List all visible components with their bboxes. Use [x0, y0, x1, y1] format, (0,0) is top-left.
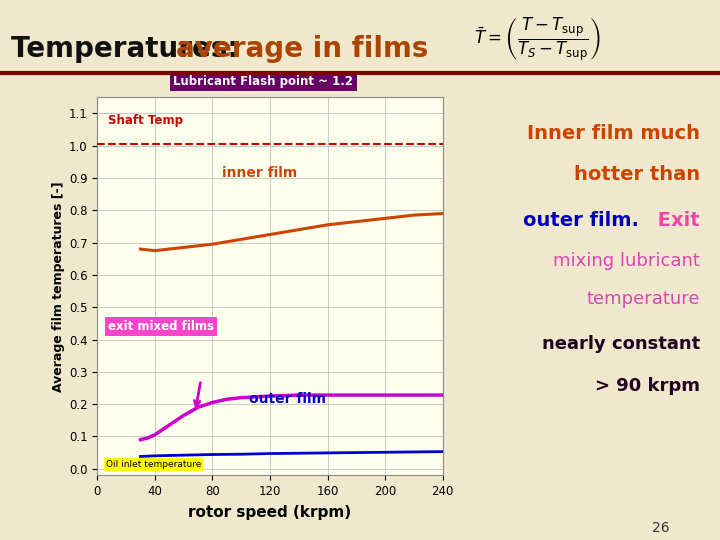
Text: nearly constant: nearly constant: [541, 335, 700, 353]
Text: $\bar{T} = \left(\dfrac{T - T_{\rm sup}}{T_S - T_{\rm sup}}\right)$: $\bar{T} = \left(\dfrac{T - T_{\rm sup}}…: [474, 16, 600, 63]
Text: 26: 26: [652, 521, 670, 535]
Text: exit mixed films: exit mixed films: [107, 320, 214, 333]
Text: mixing lubricant: mixing lubricant: [553, 252, 700, 270]
Text: temperature: temperature: [587, 290, 700, 308]
Text: Shaft Temp: Shaft Temp: [107, 114, 183, 127]
Text: Temperatures:: Temperatures:: [11, 35, 248, 63]
Text: Exit: Exit: [652, 211, 700, 229]
Text: outer film.: outer film.: [523, 211, 639, 229]
X-axis label: rotor speed (krpm): rotor speed (krpm): [189, 505, 351, 520]
Text: inner film: inner film: [222, 166, 297, 180]
Text: average in films: average in films: [176, 35, 429, 63]
Text: Inner film much: Inner film much: [527, 124, 700, 143]
Text: Lubricant Flash point ~ 1.2: Lubricant Flash point ~ 1.2: [174, 75, 354, 88]
Y-axis label: Average film temperatures [-]: Average film temperatures [-]: [52, 181, 65, 392]
Text: Oil inlet temperature: Oil inlet temperature: [106, 460, 201, 469]
Text: outer film: outer film: [249, 393, 326, 407]
Text: hotter than: hotter than: [574, 165, 700, 184]
Text: > 90 krpm: > 90 krpm: [595, 377, 700, 395]
